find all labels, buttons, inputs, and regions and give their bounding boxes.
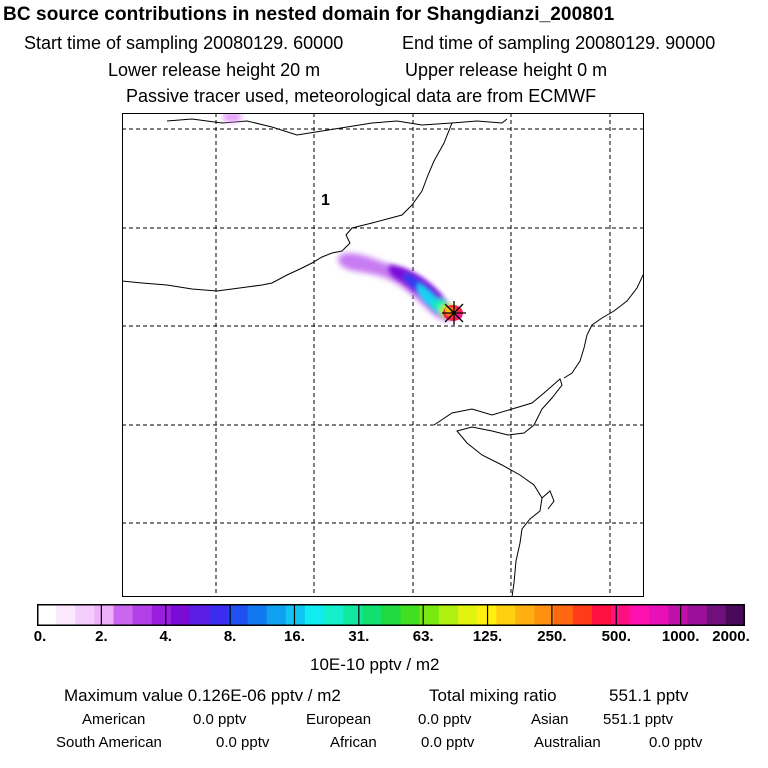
colorbar-cell: [266, 604, 287, 626]
australian-label: Australian: [534, 734, 601, 751]
colorbar-cell: [515, 604, 536, 626]
colorbar-cell: [534, 604, 555, 626]
map-panel: [122, 113, 644, 597]
colorbar-tick-label: 0.: [33, 628, 47, 645]
colorbar-cell: [496, 604, 516, 626]
colorbar-cell: [209, 604, 229, 626]
colorbar-tick-label: 125.: [472, 628, 503, 645]
american-label: American: [82, 711, 146, 728]
colorbar-cell: [706, 604, 727, 626]
concentration-plume: [222, 113, 463, 321]
colorbar-cell: [591, 604, 612, 626]
colorbar-cell: [132, 604, 153, 626]
colorbar-tick-label: 1000.: [661, 628, 700, 645]
colorbar-cell: [668, 604, 689, 626]
asian-value: 551.1 pptv: [603, 711, 674, 728]
colorbar-tick-label: 16.: [284, 628, 305, 645]
colorbar-unit: 10E-10 pptv / m2: [310, 655, 440, 674]
total-mixing-value: 551.1 pptv: [609, 686, 689, 705]
tracer-label: Passive tracer used, meteorological data…: [126, 86, 597, 106]
colorbar-cell: [477, 604, 497, 626]
australian-value: 0.0 pptv: [649, 734, 703, 751]
colorbar-cell: [247, 604, 268, 626]
lat-lon-grid: [122, 113, 644, 597]
south-american-label: South American: [56, 734, 162, 751]
colorbar-cell: [419, 604, 440, 626]
colorbar-tick-label: 63.: [412, 628, 434, 645]
colorbar-tick-label: 500.: [601, 628, 631, 645]
plot-title: BC source contributions in nested domain…: [3, 4, 615, 25]
colorbar-cell: [304, 604, 325, 626]
colorbar-cell: [725, 604, 745, 626]
colorbar-cell: [151, 604, 172, 626]
receptor-star-icon: [442, 301, 466, 325]
colorbar-cell: [113, 604, 134, 626]
european-value: 0.0 pptv: [418, 711, 472, 728]
colorbar-tick-label: 2.: [95, 628, 108, 645]
colorbar-tick-label: 2000.: [712, 628, 750, 645]
colorbar-cell: [170, 604, 191, 626]
colorbar-cell: [362, 604, 382, 626]
boundaries: [122, 118, 644, 597]
colorbar-cell: [649, 604, 669, 626]
american-value: 0.0 pptv: [193, 711, 247, 728]
colorbar-cell: [190, 604, 210, 626]
colorbar-cell: [553, 604, 574, 626]
colorbar-cell: [400, 604, 421, 626]
colorbar-tick-label: 4.: [159, 628, 172, 645]
lower-release-label: Lower release height 20 m: [108, 60, 321, 80]
colorbar: [37, 604, 745, 626]
colorbar-frame: [37, 604, 745, 626]
european-label: European: [306, 711, 372, 728]
colorbar-cell: [687, 604, 708, 626]
colorbar-tick-label: 8.: [223, 628, 237, 645]
upper-release-label: Upper release height 0 m: [405, 60, 608, 80]
colorbar-cell: [343, 604, 363, 626]
african-label: African: [330, 734, 377, 751]
colorbar-cell: [56, 604, 76, 626]
colorbar-cell: [228, 604, 248, 626]
south-american-value: 0.0 pptv: [216, 734, 270, 751]
maximum-value-label: Maximum value 0.126E-06 pptv / m2: [64, 686, 341, 705]
start-time-label: Start time of sampling 20080129. 60000: [24, 33, 344, 53]
colorbar-cell: [611, 604, 631, 626]
colorbar-cell: [94, 604, 115, 626]
colorbar-cell: [572, 604, 593, 626]
colorbar-cell: [75, 604, 95, 626]
colorbar-cell: [324, 604, 344, 626]
colorbar-cell: [438, 604, 459, 626]
african-value: 0.0 pptv: [421, 734, 475, 751]
total-mixing-label: Total mixing ratio: [429, 686, 557, 705]
colorbar-tick-label: 31.: [348, 628, 370, 645]
colorbar-cell: [285, 604, 306, 626]
colorbar-cell: [457, 604, 478, 626]
colorbar-tick-label: 250.: [537, 628, 567, 645]
asian-label: Asian: [531, 711, 569, 728]
colorbar-cell: [630, 604, 650, 626]
colorbar-cell: [381, 604, 402, 626]
region-number-label: 1: [321, 192, 330, 209]
colorbar-cell: [37, 604, 57, 626]
end-time-label: End time of sampling 20080129. 90000: [402, 33, 716, 53]
